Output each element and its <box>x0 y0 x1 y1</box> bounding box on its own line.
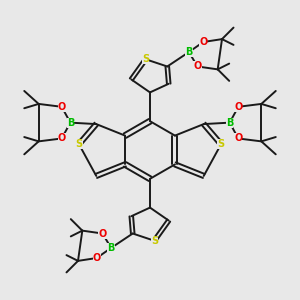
Text: S: S <box>151 236 158 246</box>
Text: O: O <box>58 102 66 112</box>
Text: B: B <box>226 118 233 128</box>
Text: O: O <box>194 61 202 71</box>
Text: O: O <box>93 253 101 263</box>
Text: B: B <box>185 47 193 57</box>
Text: B: B <box>67 118 74 128</box>
Text: S: S <box>142 54 149 64</box>
Text: O: O <box>234 102 242 112</box>
Text: O: O <box>98 229 106 238</box>
Text: B: B <box>107 243 115 253</box>
Text: O: O <box>199 37 207 47</box>
Text: S: S <box>218 139 225 149</box>
Text: O: O <box>58 134 66 143</box>
Text: O: O <box>234 134 242 143</box>
Text: S: S <box>75 139 82 149</box>
